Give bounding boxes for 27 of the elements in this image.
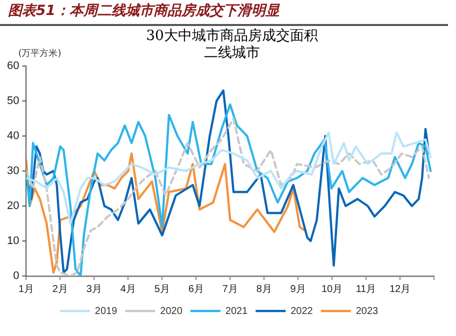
x-tick-label: 9月 (290, 284, 306, 295)
x-tick-label: 8月 (256, 284, 272, 295)
y-tick-label: 60 (6, 60, 20, 72)
y-axis-title: (万平方米) (18, 48, 62, 59)
y-tick-label: 50 (6, 95, 20, 108)
x-tick-label: 5月 (154, 284, 170, 295)
legend-label: 2021 (225, 306, 248, 317)
y-tick-label: 20 (6, 200, 20, 212)
x-tick-label: 6月 (188, 284, 204, 295)
chart-subtitle: 30大中城市商品房成交面积二线城市 (145, 28, 319, 62)
x-tick-label: 10月 (321, 284, 343, 295)
x-tick-label: 1月 (18, 284, 34, 295)
y-tick-label: 10 (6, 235, 20, 248)
chart-title: 图表51：本周二线城市商品房成交下滑明显 (0, 0, 448, 26)
legend-label: 2020 (160, 306, 183, 317)
legend-label: 2023 (356, 306, 379, 317)
y-tick-label: 0 (13, 270, 20, 282)
y-tick-label: 40 (6, 130, 20, 142)
x-tick-label: 11月 (356, 284, 376, 295)
x-tick-label: 12月 (389, 284, 411, 295)
y-tick-label: 30 (6, 165, 20, 178)
x-tick-label: 7月 (222, 284, 238, 295)
x-tick-label: 2月 (52, 284, 68, 295)
x-tick-label: 4月 (120, 284, 136, 295)
legend-label: 2022 (290, 306, 314, 317)
legend-label: 2019 (94, 306, 118, 317)
x-tick-label: 3月 (86, 284, 102, 295)
